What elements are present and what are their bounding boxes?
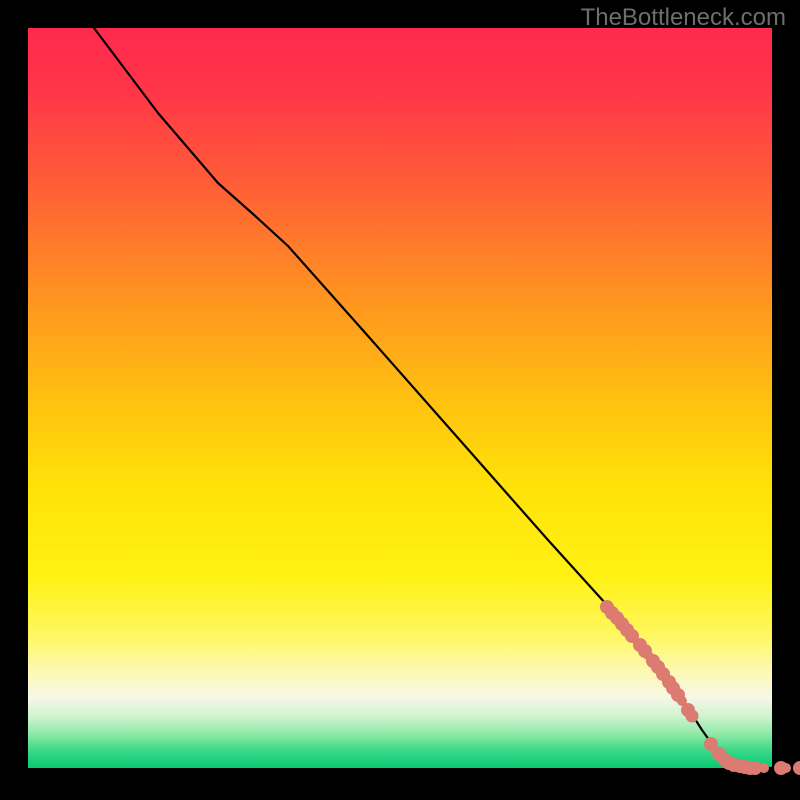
data-point bbox=[760, 764, 769, 773]
chart-svg bbox=[0, 0, 800, 800]
watermark-label: TheBottleneck.com bbox=[581, 4, 786, 32]
data-point bbox=[686, 710, 698, 722]
plot-background bbox=[28, 28, 772, 768]
data-point bbox=[794, 762, 800, 775]
data-point bbox=[782, 764, 791, 773]
chart-container: TheBottleneck.com bbox=[0, 0, 800, 800]
